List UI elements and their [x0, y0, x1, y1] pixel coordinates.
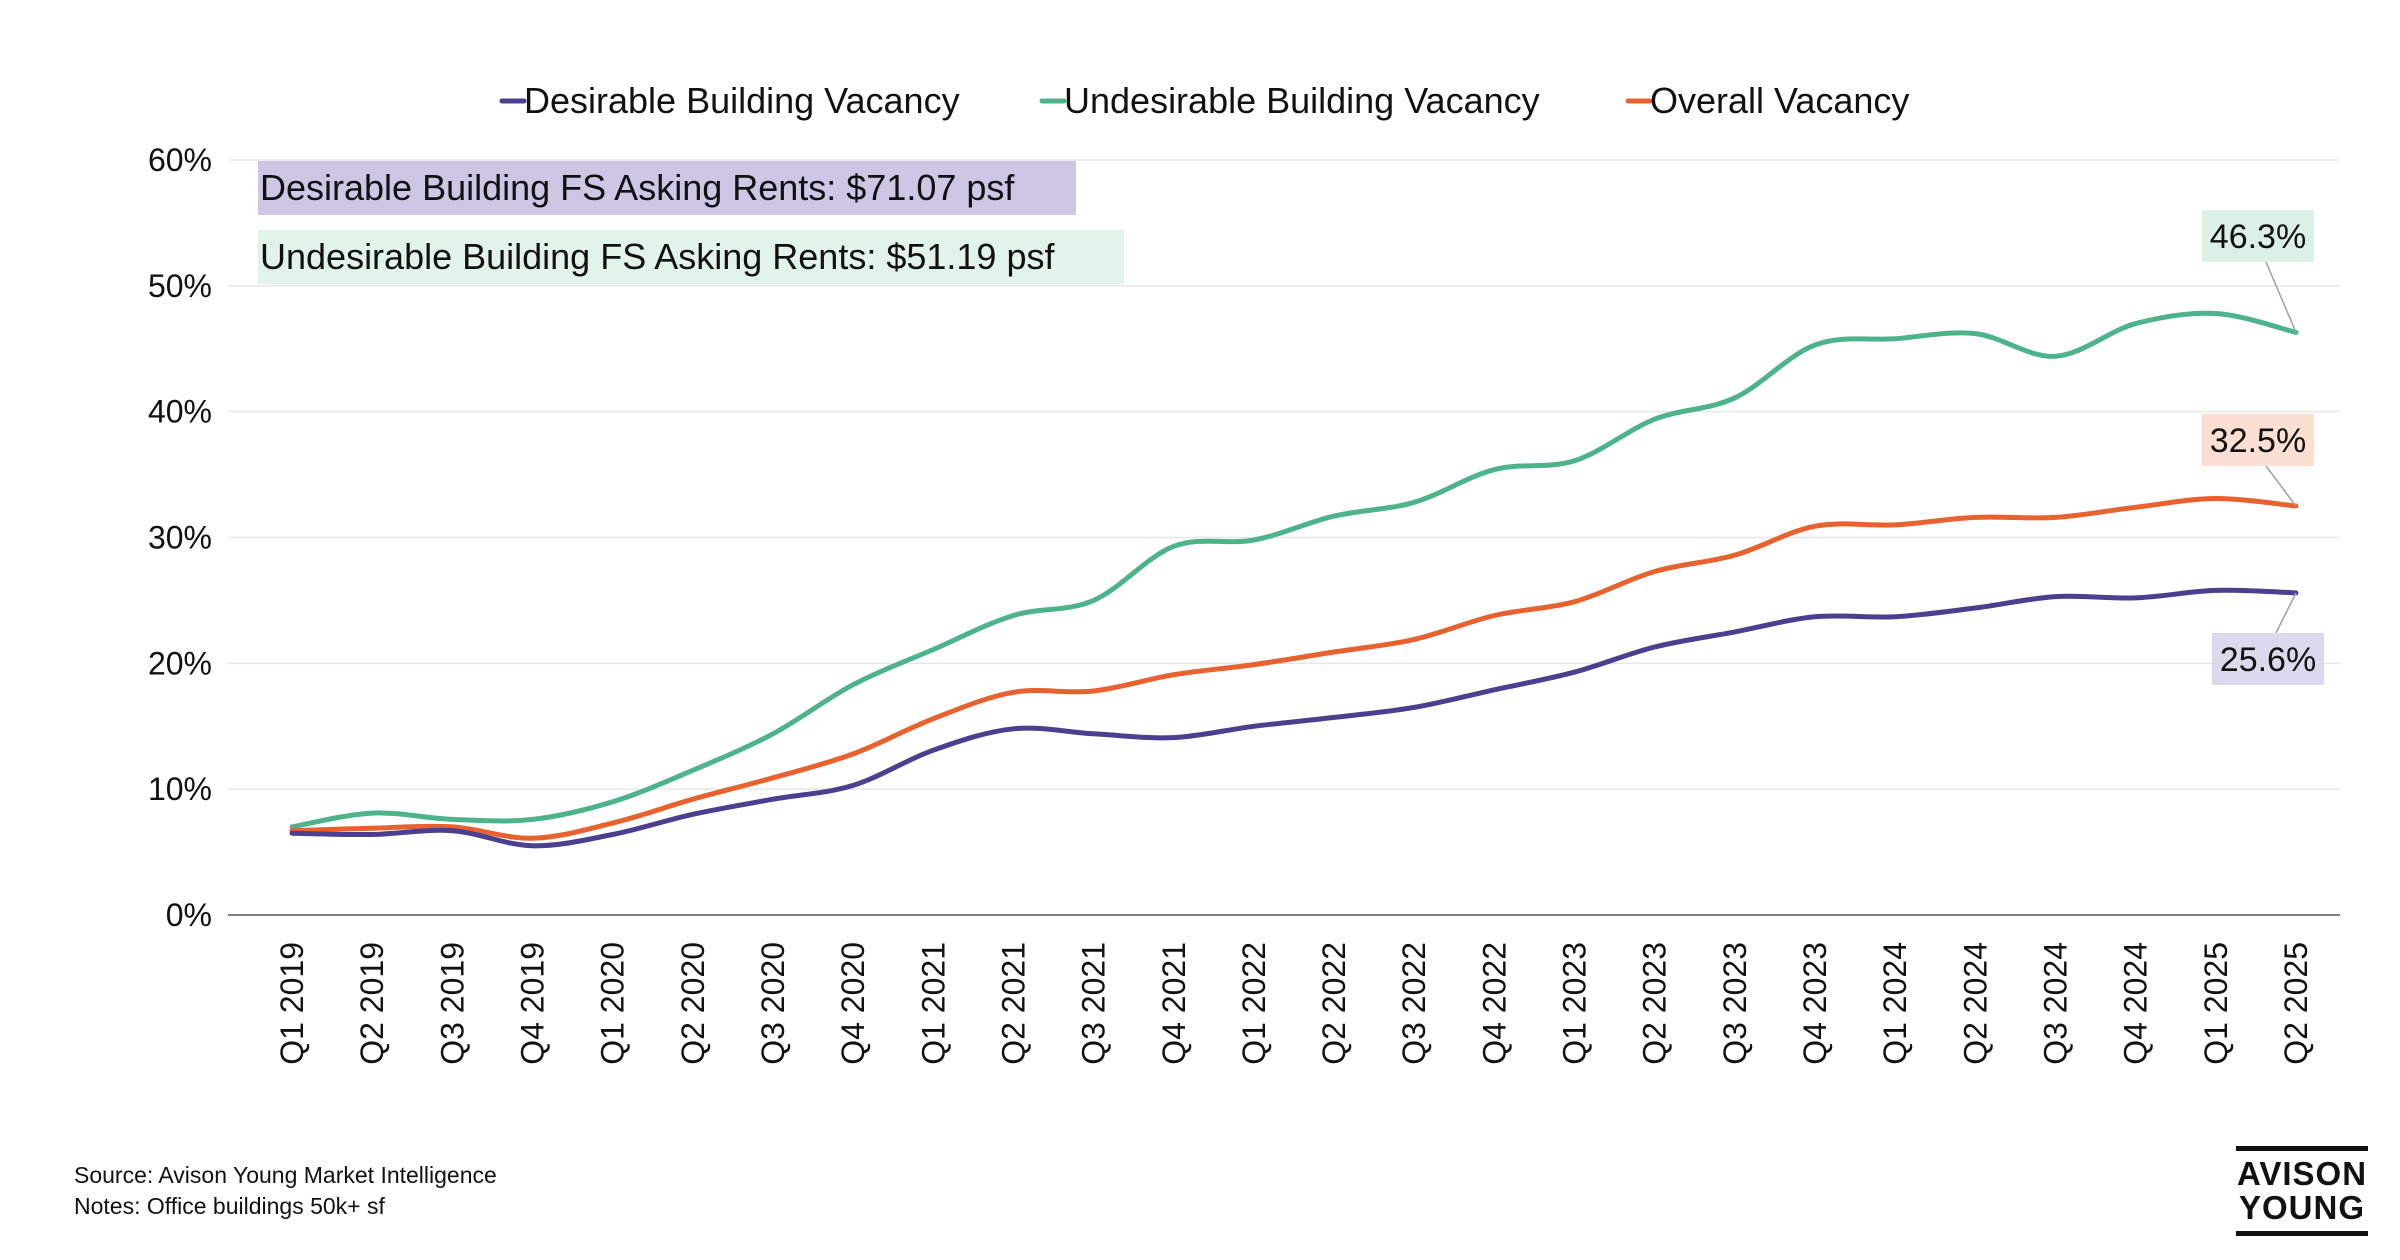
x-tick-label: Q4 2022 [1476, 942, 1512, 1065]
callout-leader [2275, 592, 2297, 634]
x-tick-label: Q3 2019 [434, 942, 470, 1065]
x-tick-label: Q3 2024 [2038, 942, 2074, 1065]
series-line [289, 587, 2299, 849]
legend-label: Desirable Building Vacancy [524, 80, 960, 121]
callout-leader [2265, 465, 2297, 507]
callout-leader [2265, 261, 2297, 333]
rent-annotation-box [258, 230, 1124, 284]
notes-note: Notes: Office buildings 50k+ sf [74, 1193, 385, 1219]
y-tick-label: 40% [148, 394, 212, 430]
x-tick-label: Q3 2021 [1076, 942, 1112, 1065]
x-tick-label: Q1 2022 [1236, 942, 1272, 1065]
x-tick-label: Q1 2025 [2198, 942, 2234, 1065]
annotations: 46.3% 32.5% 25.6% Desirable Building FS Ask… [258, 161, 2324, 685]
x-tick-label: Q1 2021 [915, 942, 951, 1065]
x-tick-label: Q3 2023 [1717, 942, 1753, 1065]
x-tick-label: Q1 2024 [1877, 942, 1913, 1065]
legend-label: Overall Vacancy [1650, 80, 1909, 121]
callout-value: 46.3% [2210, 218, 2306, 256]
x-tick-label: Q1 2020 [595, 942, 631, 1065]
gridlines [228, 159, 2340, 790]
logo-word-2: YOUNG [2238, 1189, 2365, 1226]
rent-annotation-text: Desirable Building FS Asking Rents: $71.… [260, 167, 1015, 208]
y-tick-label: 50% [148, 268, 212, 304]
axes: 0% 10% 20% 30% 40% 50% 60% Q1 2019 Q2 2019 Q3 201… [148, 142, 2340, 1065]
x-tick-label: Q4 2024 [2118, 942, 2154, 1065]
rent-annotation-box [258, 161, 1076, 215]
source-note: Source: Avison Young Market Intelligence [74, 1162, 497, 1188]
y-tick-label: 60% [148, 142, 212, 178]
callout-box [2202, 414, 2314, 466]
callout-value: 32.5% [2210, 422, 2306, 460]
legend: Desirable Building Vacancy Undesirable Bu… [499, 80, 1909, 121]
callout-box [2202, 210, 2314, 262]
series-lines [289, 310, 2299, 849]
x-tick-label: Q2 2023 [1637, 942, 1673, 1065]
x-tick-label: Q4 2019 [514, 942, 550, 1065]
x-tick-label: Q3 2022 [1396, 942, 1432, 1065]
x-tick-label: Q1 2023 [1557, 942, 1593, 1065]
x-tick-label: Q2 2019 [354, 942, 390, 1065]
series-line [289, 495, 2299, 841]
x-tick-label: Q2 2025 [2278, 942, 2314, 1065]
rent-annotation-text: Undesirable Building FS Asking Rents: $5… [260, 236, 1055, 277]
logo-top-bar [2236, 1146, 2368, 1151]
avison-young-logo: AVISON YOUNG [2236, 1146, 2368, 1236]
logo-word-1: AVISON [2236, 1155, 2368, 1192]
x-tick-label: Q2 2021 [995, 942, 1031, 1065]
callout-box [2212, 633, 2324, 685]
x-tick-label: Q2 2024 [1957, 942, 1993, 1065]
chart-footer: Source: Avison Young Market Intelligence… [74, 1160, 497, 1222]
logo-bottom-bar [2236, 1231, 2368, 1236]
y-tick-label: 0% [166, 897, 212, 933]
x-tick-label: Q2 2020 [675, 942, 711, 1065]
x-tick-label: Q4 2023 [1797, 942, 1833, 1065]
y-tick-label: 30% [148, 520, 212, 556]
y-tick-label: 20% [148, 645, 212, 681]
legend-label: Undesirable Building Vacancy [1064, 80, 1540, 121]
x-tick-label: Q2 2022 [1316, 942, 1352, 1065]
x-tick-label: Q4 2021 [1156, 942, 1192, 1065]
callout-value: 25.6% [2220, 641, 2316, 679]
y-tick-label: 10% [148, 771, 212, 807]
x-tick-label: Q4 2020 [835, 942, 871, 1065]
series-line [289, 310, 2299, 830]
x-tick-label: Q3 2020 [755, 942, 791, 1065]
x-tick-label: Q1 2019 [274, 942, 310, 1065]
